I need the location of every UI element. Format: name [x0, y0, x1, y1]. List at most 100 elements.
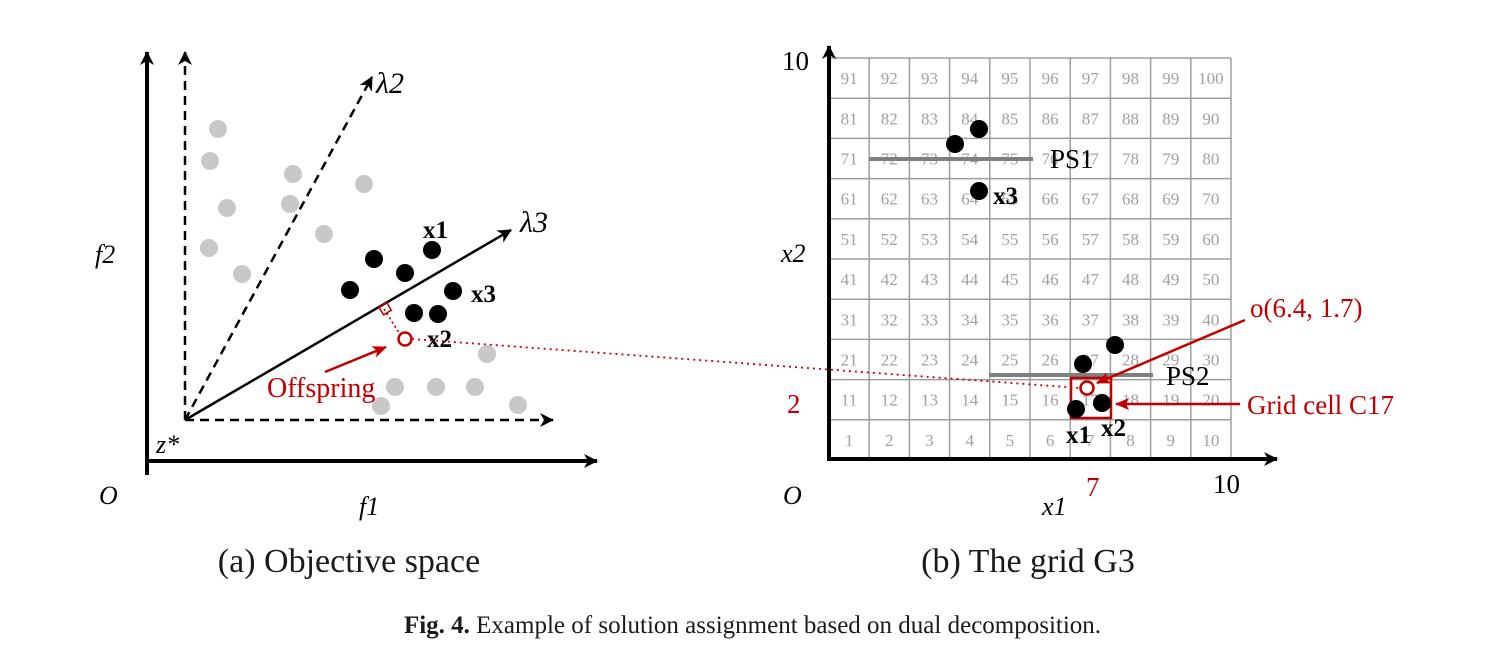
right-angle-mark	[377, 301, 393, 316]
axis-f2-label: f2	[95, 240, 115, 269]
grid-cell-number: 60	[1202, 230, 1219, 249]
grid-cell-number: 8	[1126, 431, 1135, 450]
x3-label-b: x3	[993, 183, 1018, 210]
grid-cell-number: 38	[1122, 310, 1139, 329]
grid-cell-number: 39	[1162, 310, 1179, 329]
panel-b-title: (b) The grid G3	[921, 543, 1135, 580]
grid-cell-number: 71	[841, 150, 858, 169]
grid-cell-number: 31	[841, 310, 858, 329]
grid-cell-number: 85	[1001, 109, 1018, 128]
grid-cell-number: 81	[841, 109, 858, 128]
solution-points	[341, 241, 462, 323]
grid-cell-number: 12	[881, 391, 898, 410]
grid-cell-number: 36	[1042, 310, 1059, 329]
offspring-arrow	[324, 345, 387, 374]
grid-cell-number: 66	[1042, 190, 1059, 209]
grid-cell-number: 21	[841, 351, 858, 370]
grid-cell-number: 34	[961, 310, 979, 329]
grid-cell-number: 69	[1162, 190, 1179, 209]
grid-cell-number: 29	[1162, 351, 1179, 370]
offspring-label: Offspring	[267, 373, 375, 404]
grid-cell-number: 90	[1202, 109, 1219, 128]
offspring-point	[397, 331, 413, 347]
panel-a: O z* f2 f1 λ2 λ3 x1 x3 x2 Offspring (a) …	[95, 51, 598, 580]
lambda2-vector	[183, 76, 374, 421]
grid-cell-number: 49	[1162, 270, 1179, 289]
grid-cell-number: 23	[921, 351, 938, 370]
origin-label-a: O	[99, 481, 118, 510]
lambda2-label: λ2	[375, 67, 404, 100]
grid-cell-number: 51	[841, 230, 858, 249]
panel-a-title: (a) Objective space	[218, 543, 480, 580]
grid-cell-number: 87	[1082, 109, 1100, 128]
grid-cell-number: 14	[961, 391, 979, 410]
grid-cell-number: 95	[1001, 69, 1018, 88]
grid-cell-number: 42	[881, 270, 898, 289]
grid-cell-c17-highlight	[1069, 376, 1113, 420]
grid-cell-number: 88	[1122, 109, 1139, 128]
population-points	[200, 120, 527, 415]
grid-cell-number: 54	[961, 230, 979, 249]
ps2-label: PS2	[1166, 361, 1210, 391]
x3-label-a: x3	[471, 281, 496, 308]
grid-cell-number: 65	[1001, 190, 1018, 209]
offspring-o-label: o(6.4, 1.7)	[1250, 293, 1362, 323]
grid-cell-label: Grid cell C17	[1247, 390, 1394, 420]
axis-x1-label: x1	[1041, 492, 1067, 521]
tick-y-max: 10	[782, 46, 809, 76]
grid-cell-number: 58	[1122, 230, 1139, 249]
grid-cell-number: 2	[885, 431, 894, 450]
grid-cell-number: 61	[841, 190, 858, 209]
decision-points	[946, 120, 1124, 418]
grid-cell-number: 43	[921, 270, 938, 289]
x2-label-b: x2	[1101, 415, 1126, 442]
grid-cell-number: 44	[961, 270, 979, 289]
grid-cell-number: 26	[1042, 351, 1059, 370]
grid-cell-number: 10	[1202, 431, 1219, 450]
tick-x-max: 10	[1213, 469, 1240, 499]
grid-cell-number: 48	[1122, 270, 1139, 289]
tick-x-cell: 7	[1086, 472, 1100, 502]
lambda3-vector	[184, 228, 512, 422]
grid-cell-number: 19	[1162, 391, 1179, 410]
grid-cell-number: 86	[1042, 109, 1059, 128]
grid-cell-number: 15	[1001, 391, 1018, 410]
grid-cell-number: 5	[1006, 431, 1015, 450]
grid-cell-number: 16	[1042, 391, 1059, 410]
grid-cell-number: 82	[881, 109, 898, 128]
x1-label-a: x1	[423, 217, 448, 244]
grid-cell-number: 94	[961, 69, 979, 88]
grid-cell-number: 68	[1122, 190, 1139, 209]
ideal-point-label: z*	[155, 430, 179, 459]
grid-cell-number: 30	[1202, 351, 1219, 370]
grid-cell-number: 6	[1046, 431, 1055, 450]
ps1-label: PS1	[1050, 144, 1094, 174]
grid-cell-number: 52	[881, 230, 898, 249]
grid-cell-number: 89	[1162, 109, 1179, 128]
grid-cell-number: 40	[1202, 310, 1219, 329]
correspondence-line	[411, 338, 1081, 389]
tick-y-cell: 2	[787, 389, 801, 419]
grid-cell-number: 20	[1202, 391, 1219, 410]
grid-cell-number: 28	[1122, 351, 1139, 370]
grid-cell-number: 55	[1001, 230, 1018, 249]
grid-cell-number: 41	[841, 270, 858, 289]
x2-label-a: x2	[427, 326, 452, 353]
grid-cell-number: 97	[1082, 69, 1100, 88]
grid-cell-number: 35	[1001, 310, 1018, 329]
offspring-point-o	[1079, 380, 1095, 396]
grid-cell-number: 79	[1162, 150, 1179, 169]
grid-cell-number: 63	[921, 190, 938, 209]
grid-cell-number: 24	[961, 351, 979, 370]
figure-caption: Fig. 4. Example of solution assignment b…	[0, 612, 1505, 640]
grid-cell-number: 11	[841, 391, 857, 410]
grid-cell-number: 47	[1082, 270, 1100, 289]
grid-cell-number: 45	[1001, 270, 1018, 289]
grid-cell-number: 33	[921, 310, 938, 329]
grid-cell-number: 83	[921, 109, 938, 128]
grid-cell-number: 57	[1082, 230, 1100, 249]
grid-cell-number: 18	[1122, 391, 1139, 410]
axis-x2-label: x2	[780, 239, 806, 268]
